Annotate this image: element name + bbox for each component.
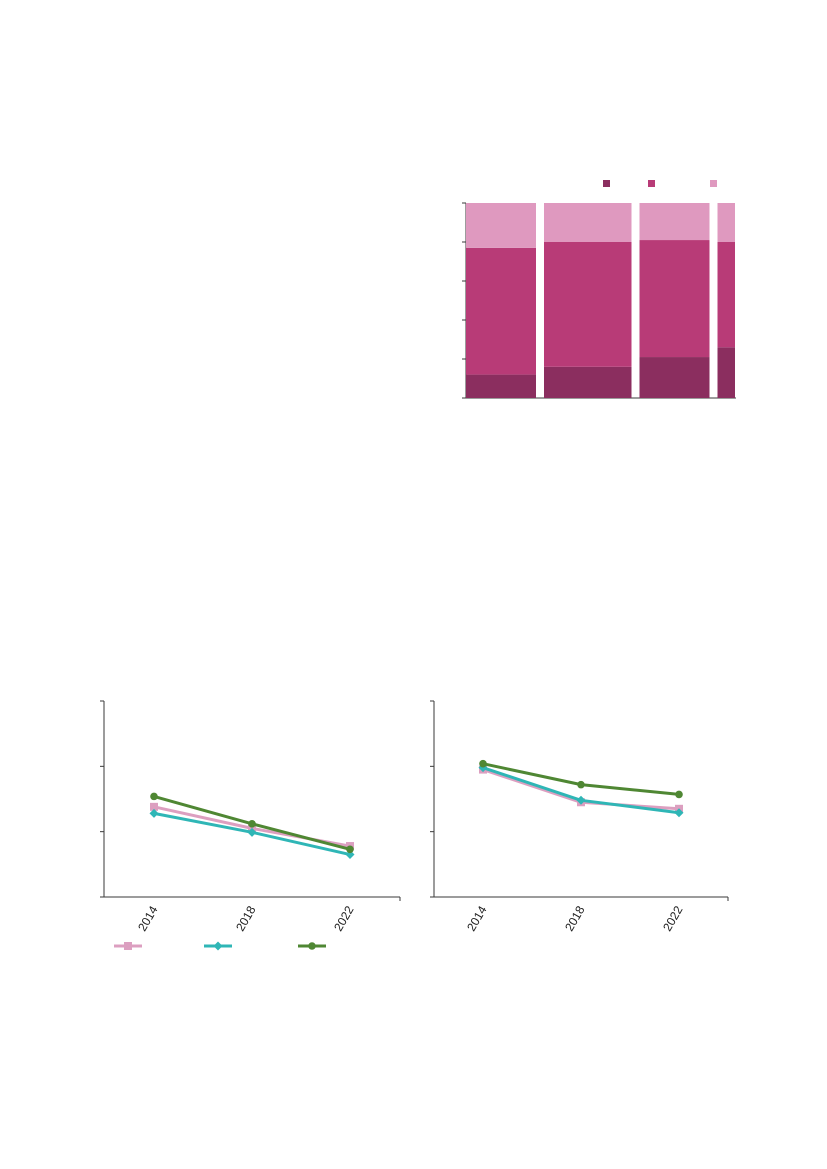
point-0-0	[150, 802, 158, 811]
bar-segment-0-1	[466, 247, 536, 375]
point-1-0	[149, 808, 159, 818]
x-tick-label-1: 2018	[562, 903, 588, 933]
legend-marker-1	[213, 941, 223, 951]
point-2-1	[248, 820, 256, 828]
x-tick-label-0: 2014	[135, 903, 161, 933]
bar-segment-2-0	[639, 357, 710, 398]
point-2-0	[479, 759, 487, 768]
legend-marker-2	[308, 942, 316, 950]
legend-marker-1	[648, 180, 655, 187]
bar-segment-1-0	[544, 366, 632, 398]
point-1-2	[345, 850, 355, 860]
x-tick-label-2: 2022	[660, 903, 686, 933]
x-tick-label-1: 2018	[233, 903, 259, 933]
point-1-2	[674, 808, 684, 818]
point-2-2	[346, 845, 354, 854]
point-1-1	[247, 827, 257, 837]
point-2-2	[675, 790, 683, 799]
stacked-bar-chart	[462, 180, 736, 399]
bar-segment-1-1	[544, 242, 632, 367]
bar-segment-0-2	[466, 203, 536, 248]
bar-segment-2-1	[639, 240, 710, 358]
point-2-0	[150, 792, 158, 801]
bar-segment-2-2	[639, 203, 710, 241]
bar-segment-3-2	[717, 203, 735, 242]
legend-marker-2	[710, 180, 717, 187]
bar-segment-0-0	[466, 374, 536, 398]
bar-segment-3-1	[717, 242, 735, 348]
legend-marker-0	[124, 942, 132, 950]
x-tick-label-2: 2022	[331, 903, 357, 933]
point-1-1	[576, 795, 586, 805]
bar-segment-1-2	[544, 203, 632, 242]
x-tick-label-0: 2014	[464, 903, 490, 933]
point-2-1	[577, 780, 585, 789]
line-chart-left: 2014 2018 2022	[100, 700, 401, 951]
line-chart-right: 2014 2018 2022	[430, 700, 729, 934]
bar-segment-3-0	[717, 347, 735, 398]
legend-marker-0	[603, 180, 610, 187]
